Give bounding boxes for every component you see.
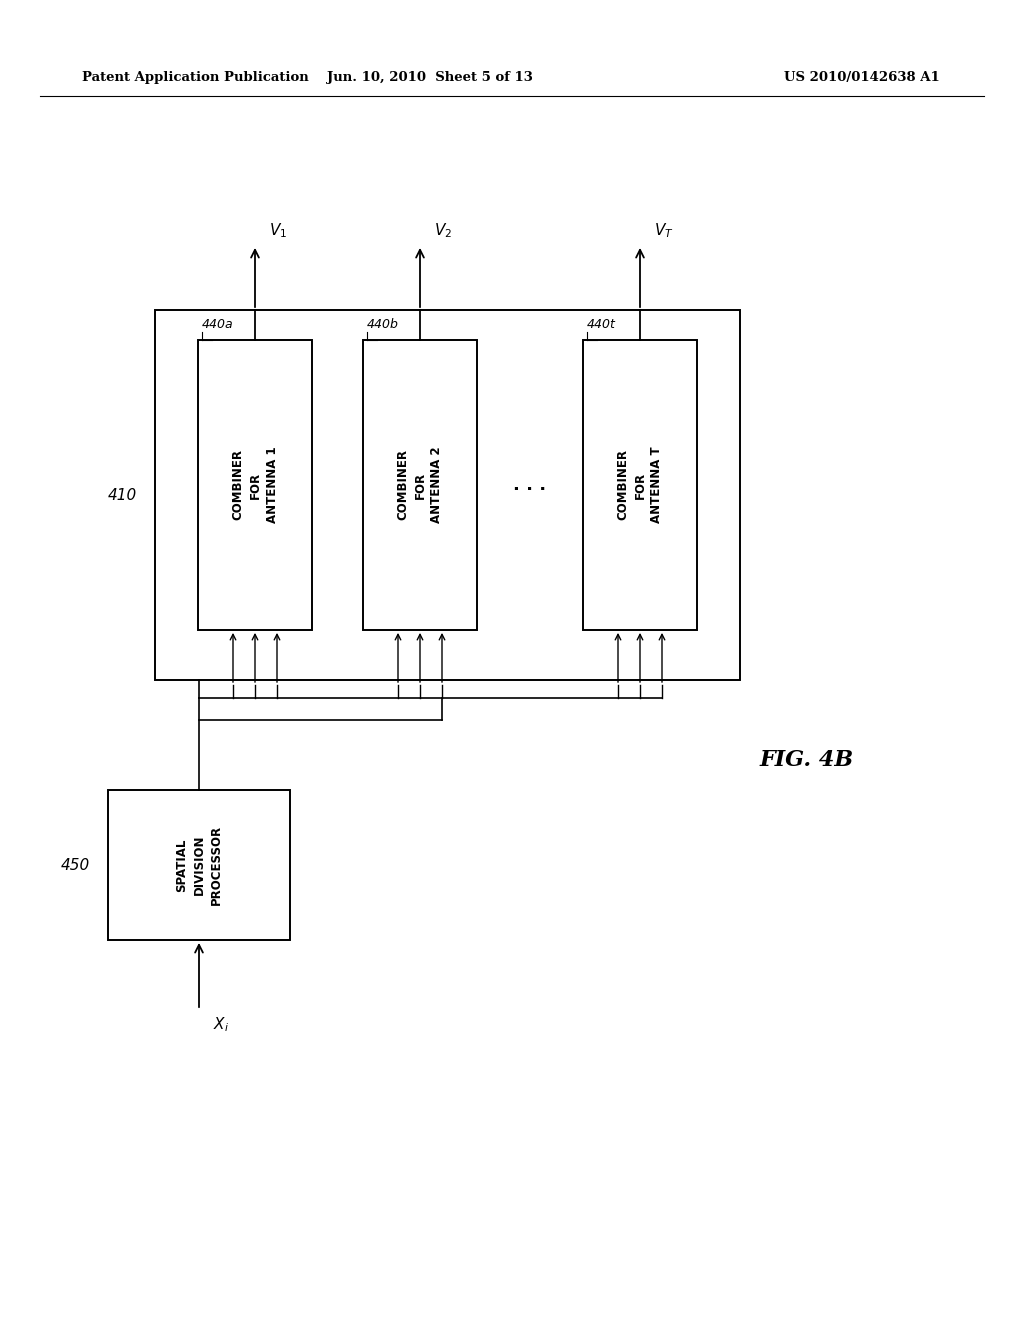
Text: COMBINER
FOR
ANTENNA 1: COMBINER FOR ANTENNA 1 [231, 446, 279, 523]
Text: SPATIAL
DIVISION
PROCESSOR: SPATIAL DIVISION PROCESSOR [175, 825, 222, 906]
Text: $V_1$: $V_1$ [269, 222, 287, 240]
Text: 410: 410 [108, 487, 137, 503]
Text: 450: 450 [60, 858, 90, 873]
Bar [108, 789, 290, 940]
Text: US 2010/0142638 A1: US 2010/0142638 A1 [784, 71, 940, 84]
Text: COMBINER
FOR
ANTENNA 2: COMBINER FOR ANTENNA 2 [396, 446, 443, 523]
Text: $V_2$: $V_2$ [434, 222, 453, 240]
Bar [198, 341, 312, 630]
Bar [362, 341, 477, 630]
Text: 440b: 440b [367, 318, 399, 331]
Text: FIG. 4B: FIG. 4B [760, 748, 854, 771]
Text: 440a: 440a [202, 318, 233, 331]
Bar [155, 310, 740, 680]
Text: $V_T$: $V_T$ [654, 222, 674, 240]
Text: Patent Application Publication: Patent Application Publication [82, 71, 309, 84]
Text: Jun. 10, 2010  Sheet 5 of 13: Jun. 10, 2010 Sheet 5 of 13 [327, 71, 532, 84]
Text: . . .: . . . [513, 477, 547, 494]
Text: 440t: 440t [587, 318, 615, 331]
Text: $X_i$: $X_i$ [213, 1015, 229, 1034]
Bar [583, 341, 697, 630]
Text: COMBINER
FOR
ANTENNA T: COMBINER FOR ANTENNA T [616, 446, 664, 523]
